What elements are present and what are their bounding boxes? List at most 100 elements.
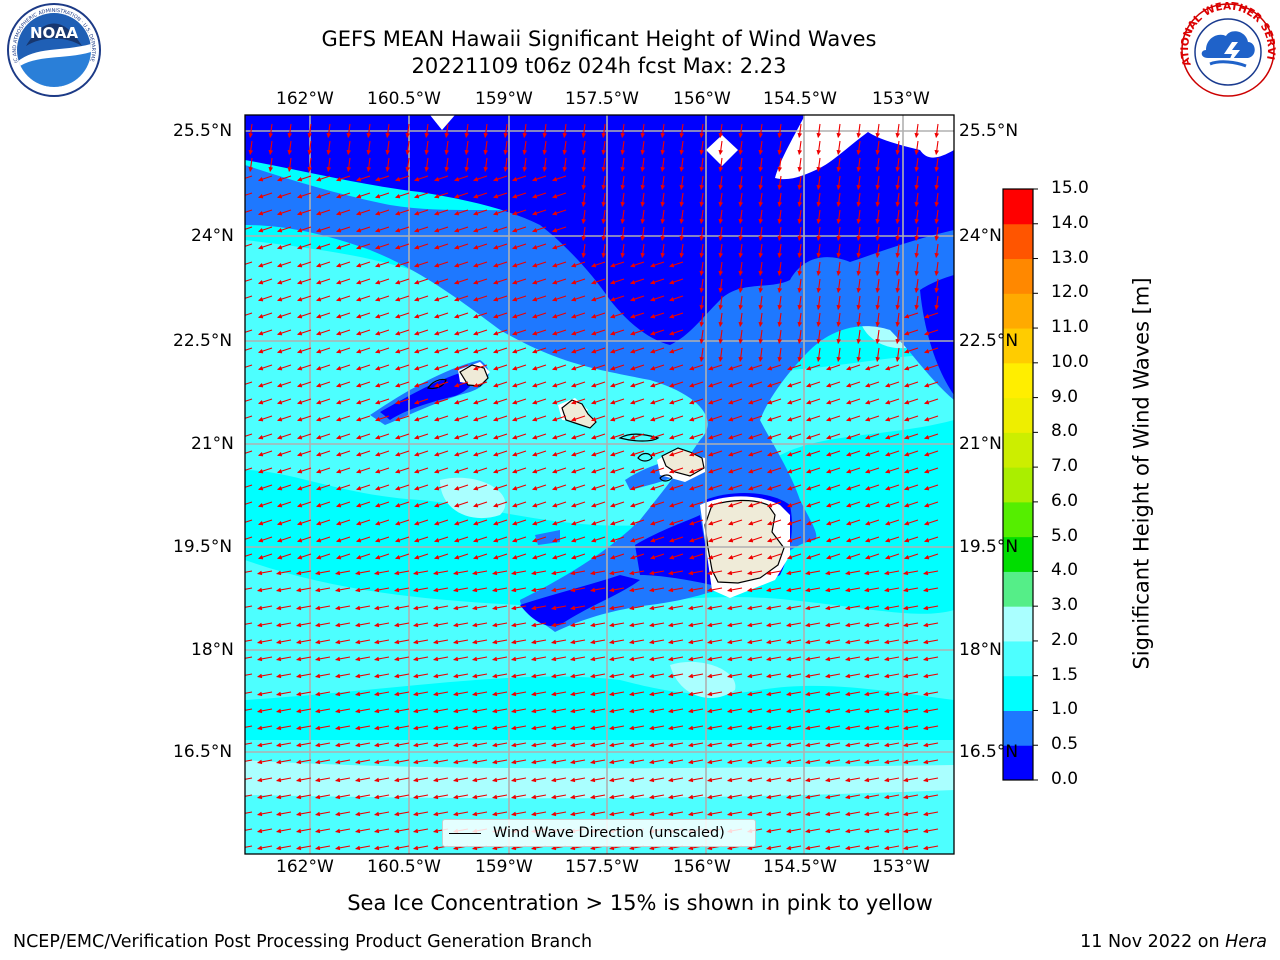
wind-arrow — [884, 433, 900, 440]
wind-arrow — [914, 175, 920, 191]
wind-arrow — [707, 691, 723, 697]
wind-arrow — [590, 278, 606, 285]
wind-arrow — [864, 536, 880, 543]
wind-arrow — [355, 312, 371, 319]
wind-arrow — [335, 639, 351, 645]
wind-arrow — [629, 329, 645, 336]
wind-arrow — [257, 243, 273, 250]
wind-arrow — [758, 295, 764, 311]
wind-arrow — [629, 553, 645, 560]
wind-arrow — [718, 157, 724, 173]
wind-arrow — [609, 484, 625, 491]
wind-arrow — [296, 295, 312, 302]
wind-arrow — [629, 261, 645, 268]
wind-arrow — [257, 484, 273, 491]
wind-arrow — [433, 278, 449, 285]
wind-arrow — [825, 398, 841, 405]
wind-arrow — [551, 364, 567, 371]
wind-arrow — [413, 794, 429, 800]
wind-arrow — [727, 742, 743, 748]
wind-arrow — [727, 364, 743, 371]
lon-label-bottom: 154.5°W — [763, 857, 837, 877]
wind-arrow — [245, 656, 253, 659]
wind-arrow — [758, 329, 764, 345]
wind-arrow — [786, 381, 802, 388]
wind-arrow — [679, 226, 685, 242]
wind-arrow — [903, 519, 919, 526]
wind-arrow — [531, 433, 547, 440]
wind-arrow — [531, 209, 547, 216]
wind-arrow — [825, 742, 841, 748]
wind-arrow — [335, 656, 351, 662]
wind-arrow — [707, 811, 723, 817]
wind-arrow — [923, 415, 939, 422]
wind-arrow — [786, 742, 802, 748]
wind-arrow — [649, 536, 665, 543]
wind-arrow — [845, 811, 861, 817]
wind-arrow — [923, 794, 939, 800]
wind-arrow — [492, 708, 508, 714]
wind-arrow — [492, 536, 508, 543]
wind-arrow — [923, 845, 939, 851]
wind-arrow — [620, 209, 626, 225]
wind-arrow — [668, 673, 684, 679]
wind-arrow — [640, 226, 646, 242]
wind-arrow — [903, 725, 919, 731]
wind-arrow — [609, 398, 625, 405]
wind-arrow — [492, 347, 508, 354]
wind-arrow — [307, 123, 313, 139]
wind-arrow — [374, 295, 390, 302]
wind-arrow — [453, 656, 469, 662]
wind-arrow — [903, 622, 919, 628]
wind-arrow — [923, 656, 939, 662]
wind-arrow — [884, 501, 900, 508]
wind-arrow — [620, 192, 626, 208]
wind-arrow — [805, 519, 821, 526]
wind-arrow — [688, 605, 704, 611]
wind-arrow — [679, 123, 685, 139]
wind-arrow — [845, 777, 861, 783]
wind-arrow — [453, 570, 469, 576]
wind-arrow — [374, 725, 390, 731]
wind-arrow — [718, 192, 724, 208]
wind-arrow — [315, 828, 331, 834]
wind-arrow — [296, 519, 312, 526]
wind-arrow — [903, 364, 919, 371]
wind-arrow — [511, 622, 527, 628]
wind-arrow — [394, 811, 410, 817]
wind-arrow — [934, 192, 940, 208]
wind-arrow — [590, 415, 606, 422]
wind-arrow — [609, 794, 625, 800]
wind-arrow — [836, 175, 842, 191]
wind-arrow — [825, 484, 841, 491]
wind-arrow — [668, 536, 684, 543]
wind-arrow — [335, 553, 351, 560]
wind-arrow — [551, 484, 567, 491]
wind-arrow — [355, 536, 371, 543]
wind-arrow — [511, 742, 527, 748]
wind-arrow — [335, 433, 351, 440]
wind-arrow — [511, 725, 527, 731]
wind-arrow — [413, 587, 429, 593]
wind-arrow — [394, 691, 410, 697]
wind-arrow — [845, 467, 861, 474]
wind-arrow — [394, 536, 410, 543]
wind-arrow — [374, 691, 390, 697]
wind-arrow — [649, 433, 665, 440]
wind-arrow — [727, 381, 743, 388]
wind-arrow — [472, 501, 488, 508]
wind-arrow — [472, 759, 488, 765]
wind-arrow — [875, 123, 881, 139]
wind-arrow — [355, 639, 371, 645]
wind-arrow — [276, 175, 292, 182]
wind-arrow — [864, 759, 880, 765]
wind-arrow — [825, 811, 841, 817]
wind-arrow — [413, 639, 429, 645]
wind-arrow — [629, 312, 645, 319]
wind-arrow — [649, 261, 665, 268]
wind-arrow — [257, 587, 273, 593]
wind-arrow — [590, 467, 606, 474]
wind-arrow — [640, 140, 646, 156]
wind-arrow — [413, 622, 429, 628]
wind-arrow — [531, 570, 547, 576]
